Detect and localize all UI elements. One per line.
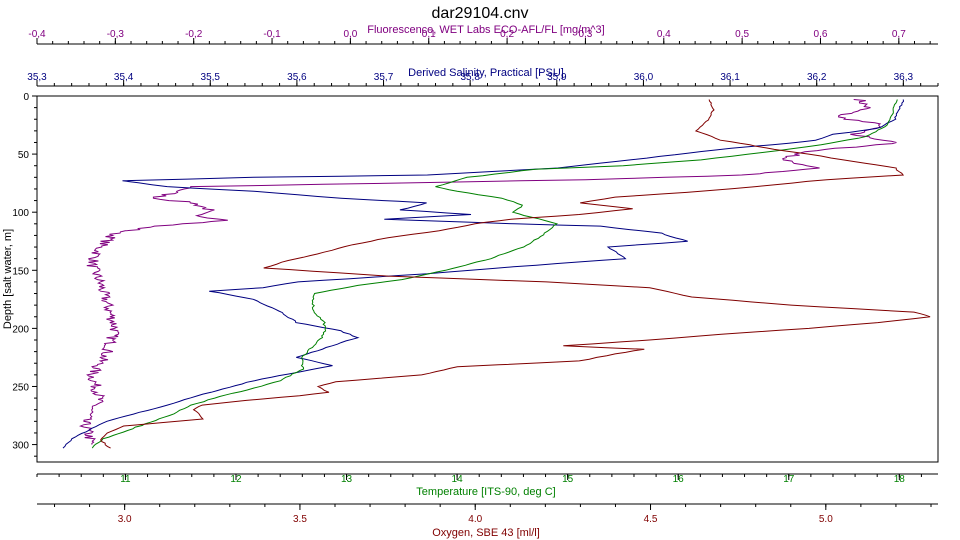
depth-axis-label: Depth [salt water, m] [2, 229, 14, 329]
salinity-tick-label: 35,3 [27, 72, 47, 83]
temperature-tick-label: 16 [673, 474, 685, 485]
oxygen-profile-line [100, 99, 931, 449]
temperature-tick-label: 11 [120, 474, 131, 485]
fluorescence-tick-label: 0,6 [814, 29, 828, 40]
temperature-tick-label: 12 [230, 474, 242, 485]
depth-tick-label: 300 [12, 441, 29, 452]
depth-tick-label: 200 [12, 324, 29, 335]
temperature-axis: 11 12 13 14 15 16 17 18 [36, 473, 938, 485]
fluorescence-tick-label: 0,7 [892, 29, 906, 40]
fluorescence-axis: -0,4 -0,3 -0,2 -0,1 0,0 0,1 0,2 0,3 0,4 0,5 0,6 0,7 [28, 29, 938, 45]
fluorescence-tick-label: 0,0 [343, 29, 357, 40]
depth-axis: 0 50 100 150 200 250 300 [12, 92, 37, 457]
temperature-tick-label: 13 [341, 474, 353, 485]
oxygen-tick-label: 4.5 [644, 514, 658, 525]
salinity-tick-label: 35,6 [287, 72, 307, 83]
depth-tick-label: 50 [18, 150, 30, 161]
chart-title: dar29104.cnv [432, 5, 529, 22]
salinity-tick-label: 35,8 [460, 72, 480, 83]
temperature-axis-label: Temperature [ITS-90, deg C] [416, 486, 555, 498]
depth-tick-label: 150 [12, 266, 29, 277]
temperature-tick-label: 15 [562, 474, 574, 485]
oxygen-tick-label: 3.5 [293, 514, 307, 525]
temperature-tick-label: 14 [452, 474, 464, 485]
salinity-profile-line [62, 99, 905, 449]
temperature-profile-line [91, 99, 898, 449]
fluorescence-tick-label: 0,2 [500, 29, 514, 40]
salinity-tick-label: 36,3 [894, 72, 914, 83]
fluorescence-tick-label: -0,3 [107, 29, 125, 40]
salinity-tick-label: 35,7 [374, 72, 394, 83]
salinity-tick-label: 36,0 [634, 72, 654, 83]
salinity-tick-label: 35,4 [114, 72, 134, 83]
oxygen-axis-label: Oxygen, SBE 43 [ml/l] [432, 527, 540, 539]
plot-frame [36, 95, 939, 463]
depth-tick-label: 100 [12, 208, 29, 219]
salinity-tick-label: 36,2 [807, 72, 827, 83]
oxygen-axis: 3.0 3.5 4.0 4.5 5.0 [37, 503, 938, 525]
fluorescence-tick-label: -0,1 [263, 29, 281, 40]
series-lines [62, 99, 931, 449]
fluorescence-tick-label: 0,1 [422, 29, 436, 40]
fluorescence-tick-label: 0,3 [578, 29, 592, 40]
fluorescence-tick-label: 0,5 [735, 29, 749, 40]
depth-tick-label: 0 [23, 92, 29, 103]
fluorescence-tick-label: 0,4 [657, 29, 671, 40]
salinity-tick-label: 35,5 [201, 72, 221, 83]
salinity-tick-label: 36,1 [720, 72, 740, 83]
oxygen-tick-label: 4.0 [468, 514, 482, 525]
fluorescence-axis-label: Fluorescence, WET Labs ECO-AFL/FL [mg/m^… [367, 24, 604, 36]
oxygen-tick-label: 3.0 [118, 514, 132, 525]
salinity-tick-label: 35,9 [547, 72, 567, 83]
depth-tick-label: 250 [12, 382, 29, 393]
oxygen-tick-label: 5.0 [819, 514, 833, 525]
temperature-tick-label: 17 [783, 474, 795, 485]
fluorescence-tick-label: -0,2 [185, 29, 203, 40]
salinity-axis-label: Derived Salinity, Practical [PSU] [408, 67, 564, 79]
fluorescence-tick-label: -0,4 [28, 29, 46, 40]
temperature-tick-label: 18 [894, 474, 906, 485]
fluorescence-profile-line [78, 99, 897, 445]
salinity-axis: 35,3 35,4 35,5 35,6 35,7 35,8 35,9 36,0 36,1 36,2… [27, 72, 939, 87]
